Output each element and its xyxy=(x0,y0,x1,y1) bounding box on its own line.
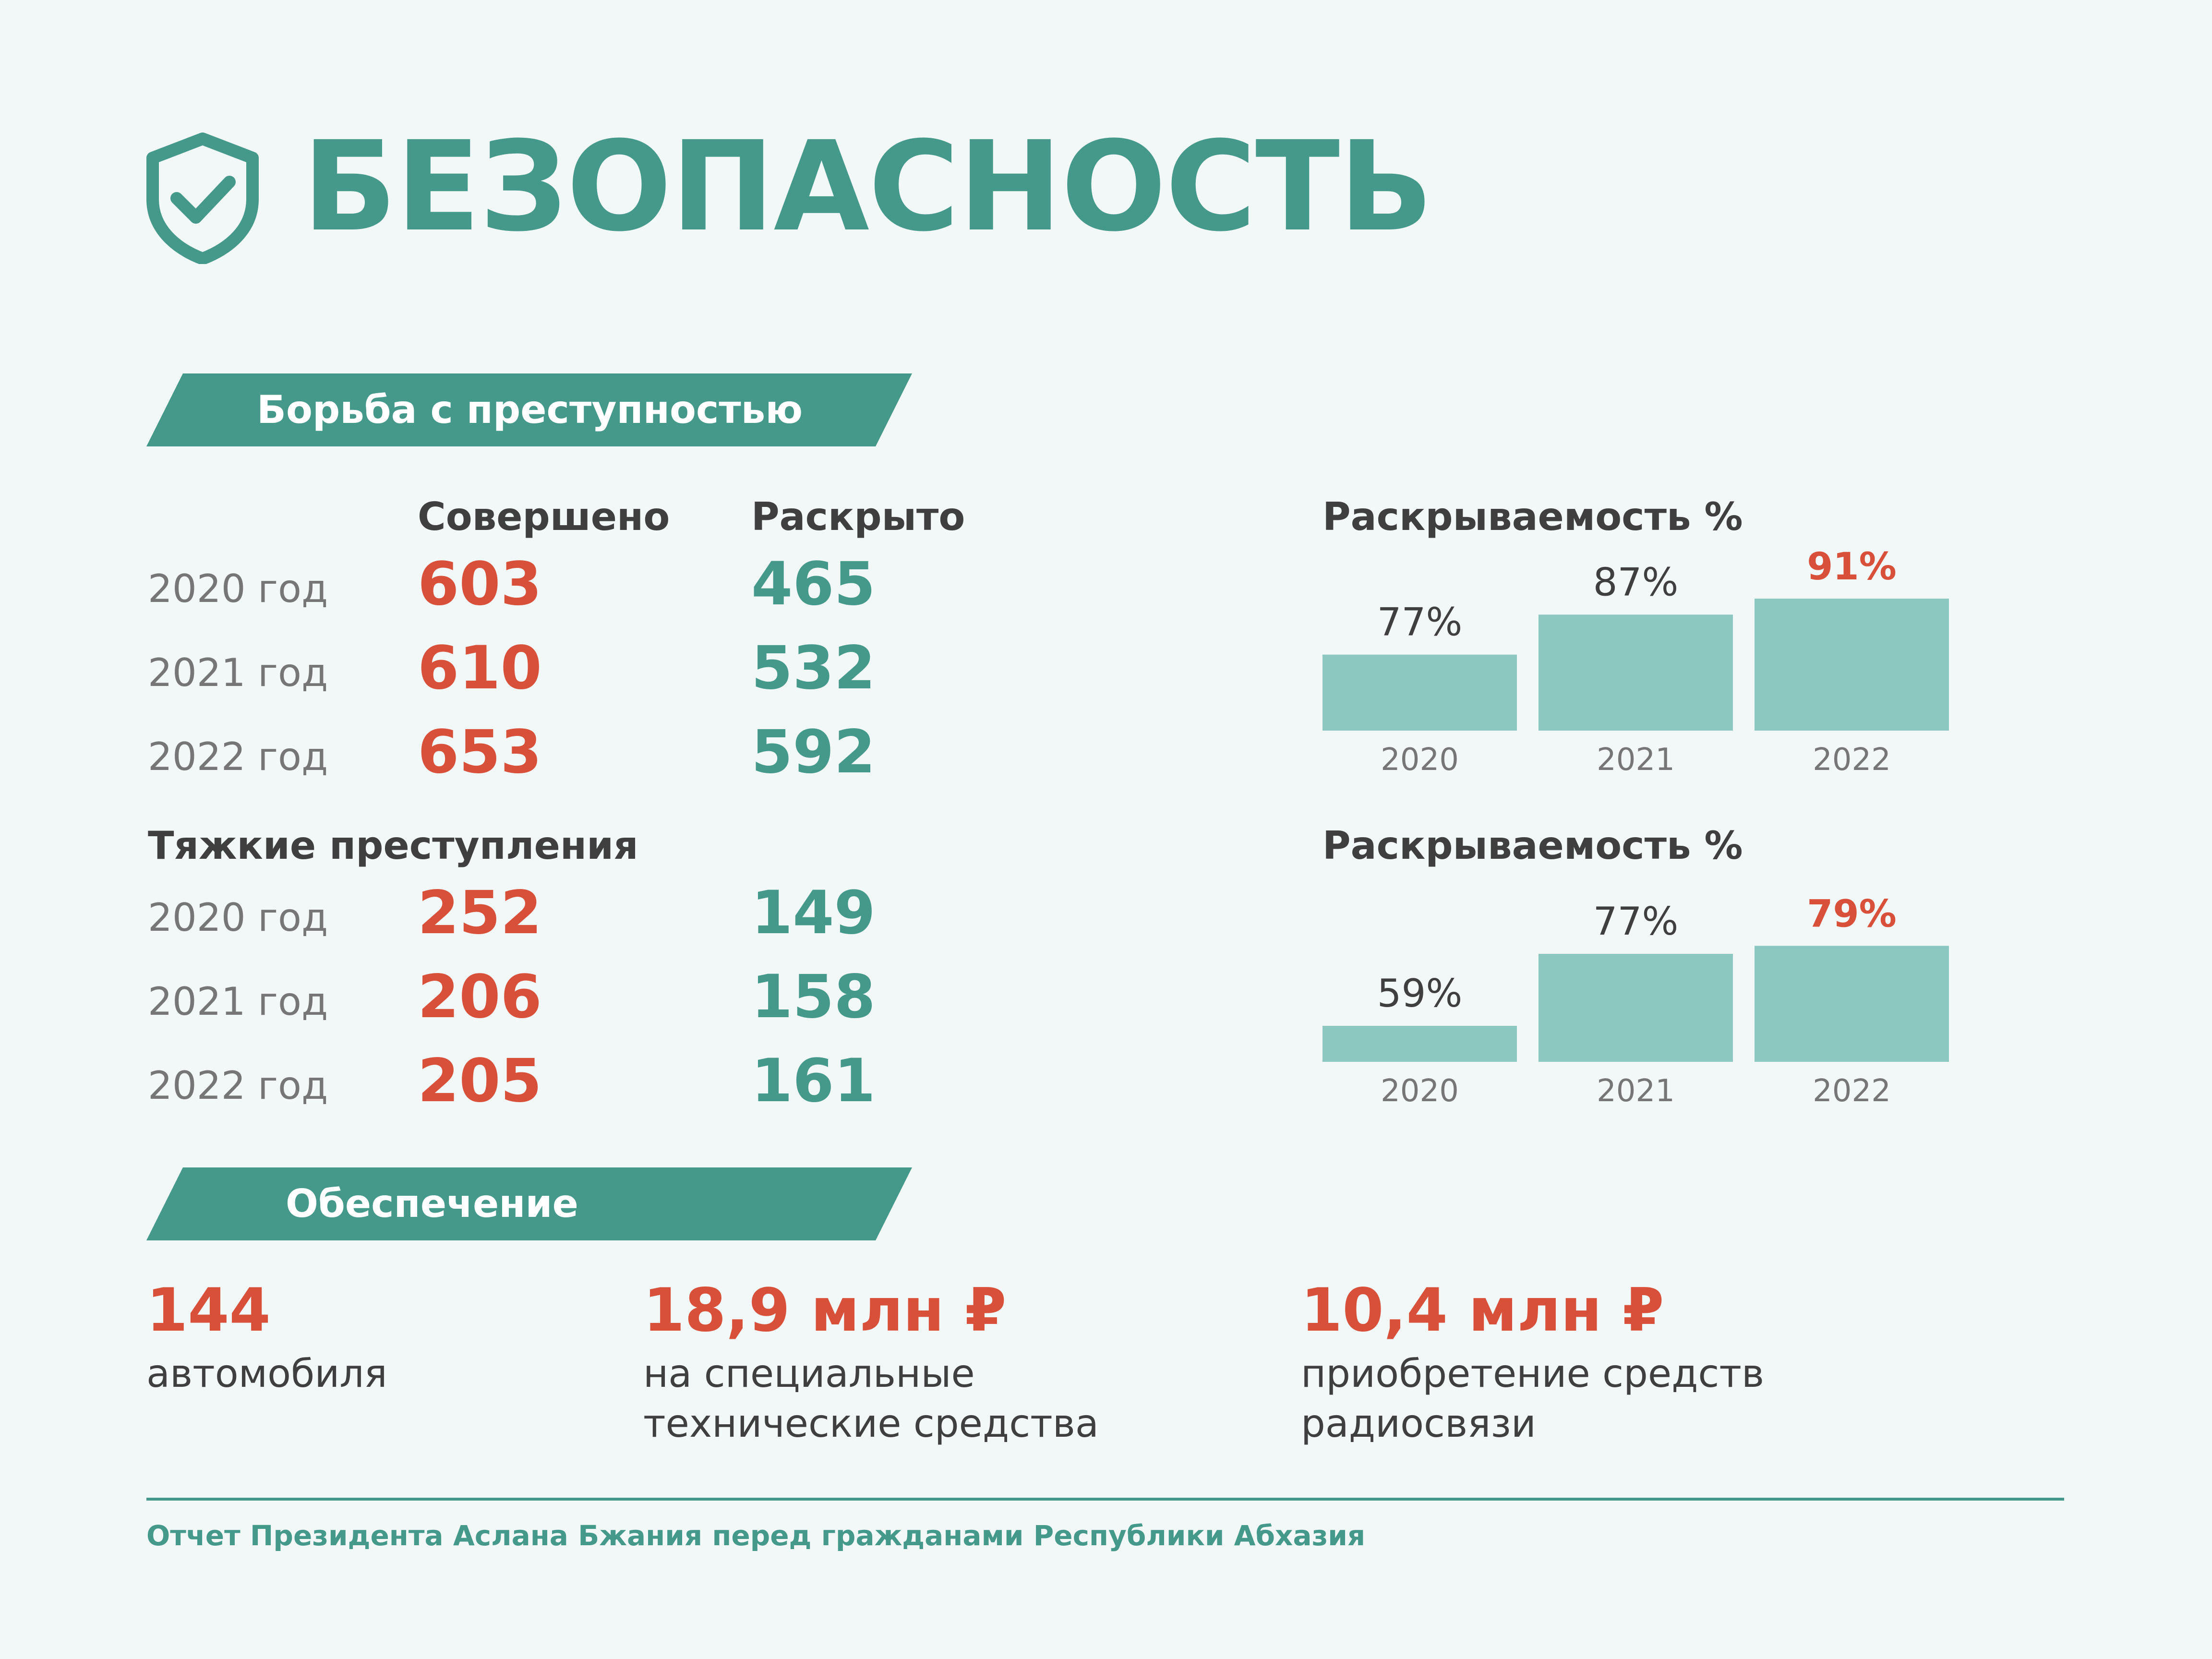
row-year: 2022 год xyxy=(148,734,328,779)
column-head-committed: Совершено xyxy=(418,494,670,539)
data-label: 77% xyxy=(1377,600,1463,645)
value-committed: 205 xyxy=(418,1046,542,1116)
stat-value-radio: 10,4 млн ₽ xyxy=(1301,1276,1664,1345)
value-committed: 653 xyxy=(418,718,542,787)
row-year: 2021 год xyxy=(148,979,328,1024)
value-solved: 149 xyxy=(751,878,876,948)
footer-divider xyxy=(146,1498,2064,1501)
section-banner-crime-label: Борьба с преступностью xyxy=(257,387,803,432)
value-solved: 161 xyxy=(751,1046,876,1116)
bar-chart-grave-solve-rate: 59% 2020 77% 2021 79% 2022 xyxy=(1322,892,1949,1109)
value-committed: 252 xyxy=(418,878,542,948)
stat-desc-tech: на специальные технические средства xyxy=(643,1351,1099,1446)
page-title: БЕЗОПАСНОСТЬ xyxy=(302,115,1433,259)
stat-desc-radio: приобретение средств радиосвязи xyxy=(1301,1351,1765,1446)
bar-2020 xyxy=(1322,1026,1517,1062)
value-solved: 158 xyxy=(751,962,876,1032)
section-banner-supply xyxy=(146,1167,912,1240)
chart-title-solve-rate: Раскрываемость % xyxy=(1322,494,1743,539)
data-label: 59% xyxy=(1377,971,1463,1016)
row-year: 2022 год xyxy=(148,1063,328,1108)
bar-2021 xyxy=(1539,954,1733,1062)
x-tick-label: 2022 xyxy=(1813,742,1891,778)
grave-crimes-title: Тяжкие преступления xyxy=(148,823,638,868)
bar-2020 xyxy=(1322,654,1517,731)
value-committed: 206 xyxy=(418,962,542,1032)
row-year: 2020 год xyxy=(148,566,328,611)
value-committed: 603 xyxy=(418,550,542,619)
stat-value-cars: 144 xyxy=(146,1276,271,1345)
value-solved: 532 xyxy=(751,634,876,703)
x-tick-label: 2020 xyxy=(1381,742,1459,778)
value-committed: 610 xyxy=(418,634,542,703)
bar-2021 xyxy=(1539,614,1733,731)
data-label: 79% xyxy=(1807,892,1897,936)
footer-text: Отчет Президента Аслана Бжания перед гра… xyxy=(146,1519,1366,1552)
x-tick-label: 2021 xyxy=(1597,1073,1675,1109)
data-label: 91% xyxy=(1807,545,1897,589)
section-banner-crime xyxy=(146,373,912,446)
section-banner-supply-label: Обеспечение xyxy=(286,1181,578,1226)
bar-2022 xyxy=(1755,599,1949,731)
shield-check-icon xyxy=(146,132,259,264)
stat-desc-cars: автомобиля xyxy=(146,1351,387,1396)
value-solved: 592 xyxy=(751,718,876,787)
data-label: 77% xyxy=(1593,899,1679,944)
x-tick-label: 2022 xyxy=(1813,1073,1891,1109)
row-year: 2021 год xyxy=(148,650,328,695)
bar-chart-solve-rate: 77% 2020 87% 2021 91% 2022 xyxy=(1322,545,1949,778)
row-year: 2020 год xyxy=(148,895,328,940)
value-solved: 465 xyxy=(751,550,876,619)
chart-title-grave-solve-rate: Раскрываемость % xyxy=(1322,823,1743,868)
x-tick-label: 2020 xyxy=(1381,1073,1459,1109)
bar-2022 xyxy=(1755,946,1949,1062)
x-tick-label: 2021 xyxy=(1597,742,1675,778)
column-head-solved: Раскрыто xyxy=(751,494,965,539)
data-label: 87% xyxy=(1593,560,1679,604)
stat-value-tech: 18,9 млн ₽ xyxy=(643,1276,1007,1345)
